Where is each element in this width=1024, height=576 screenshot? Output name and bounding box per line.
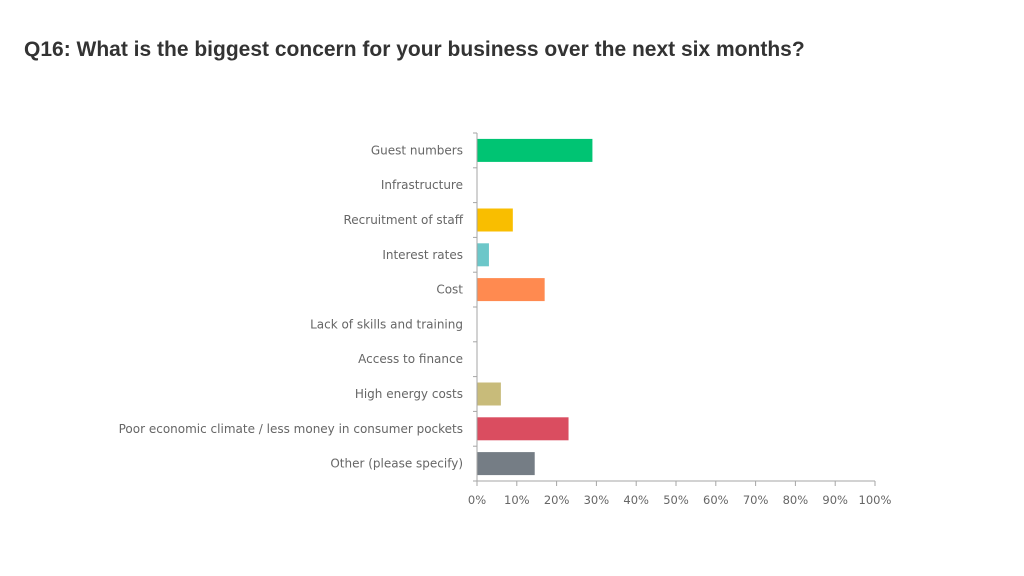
category-label-interest-rates: Interest rates	[382, 248, 463, 262]
bar-other-please-specify	[477, 452, 535, 476]
x-tick-label: 40%	[623, 493, 649, 507]
x-tick-label: 10%	[504, 493, 530, 507]
x-tick-label: 50%	[663, 493, 689, 507]
category-label-cost: Cost	[436, 283, 463, 297]
bar-guest-numbers	[477, 138, 593, 162]
bars-group	[477, 138, 593, 476]
x-tick-label: 100%	[859, 493, 892, 507]
axes	[473, 132, 876, 486]
x-tick-label: 70%	[743, 493, 769, 507]
bar-poor-economic-climate-less-money-in-consumer-pockets	[477, 417, 569, 441]
bar-cost	[477, 278, 545, 302]
category-labels: Guest numbers Infrastructure Recruitment o…	[119, 143, 464, 470]
category-label-other-please-specify: Other (please specify)	[330, 457, 463, 471]
x-tick-label: 80%	[783, 493, 809, 507]
bar-interest-rates	[477, 243, 489, 267]
category-label-lack-of-skills-and-training: Lack of skills and training	[310, 317, 463, 331]
category-label-recruitment-of-staff: Recruitment of staff	[343, 213, 463, 227]
category-label-poor-economic-climate-less-money-in-consumer-pockets: Poor economic climate / less money in co…	[119, 422, 463, 436]
x-tick-label: 90%	[822, 493, 848, 507]
category-label-infrastructure: Infrastructure	[381, 178, 463, 192]
bar-recruitment-of-staff	[477, 208, 513, 232]
x-tick-label: 60%	[703, 493, 729, 507]
page-title: Q16: What is the biggest concern for you…	[24, 38, 805, 61]
category-label-access-to-finance: Access to finance	[358, 352, 463, 366]
x-tick-label: 20%	[544, 493, 570, 507]
x-tick-labels: 0% 10% 20% 30% 40% 50% 60% 70% 80% 90% 100%	[468, 493, 892, 507]
bar-high-energy-costs	[477, 382, 501, 406]
x-tick-label: 0%	[468, 493, 486, 507]
x-tick-label: 30%	[584, 493, 610, 507]
category-label-high-energy-costs: High energy costs	[355, 387, 463, 401]
category-label-guest-numbers: Guest numbers	[371, 143, 463, 157]
